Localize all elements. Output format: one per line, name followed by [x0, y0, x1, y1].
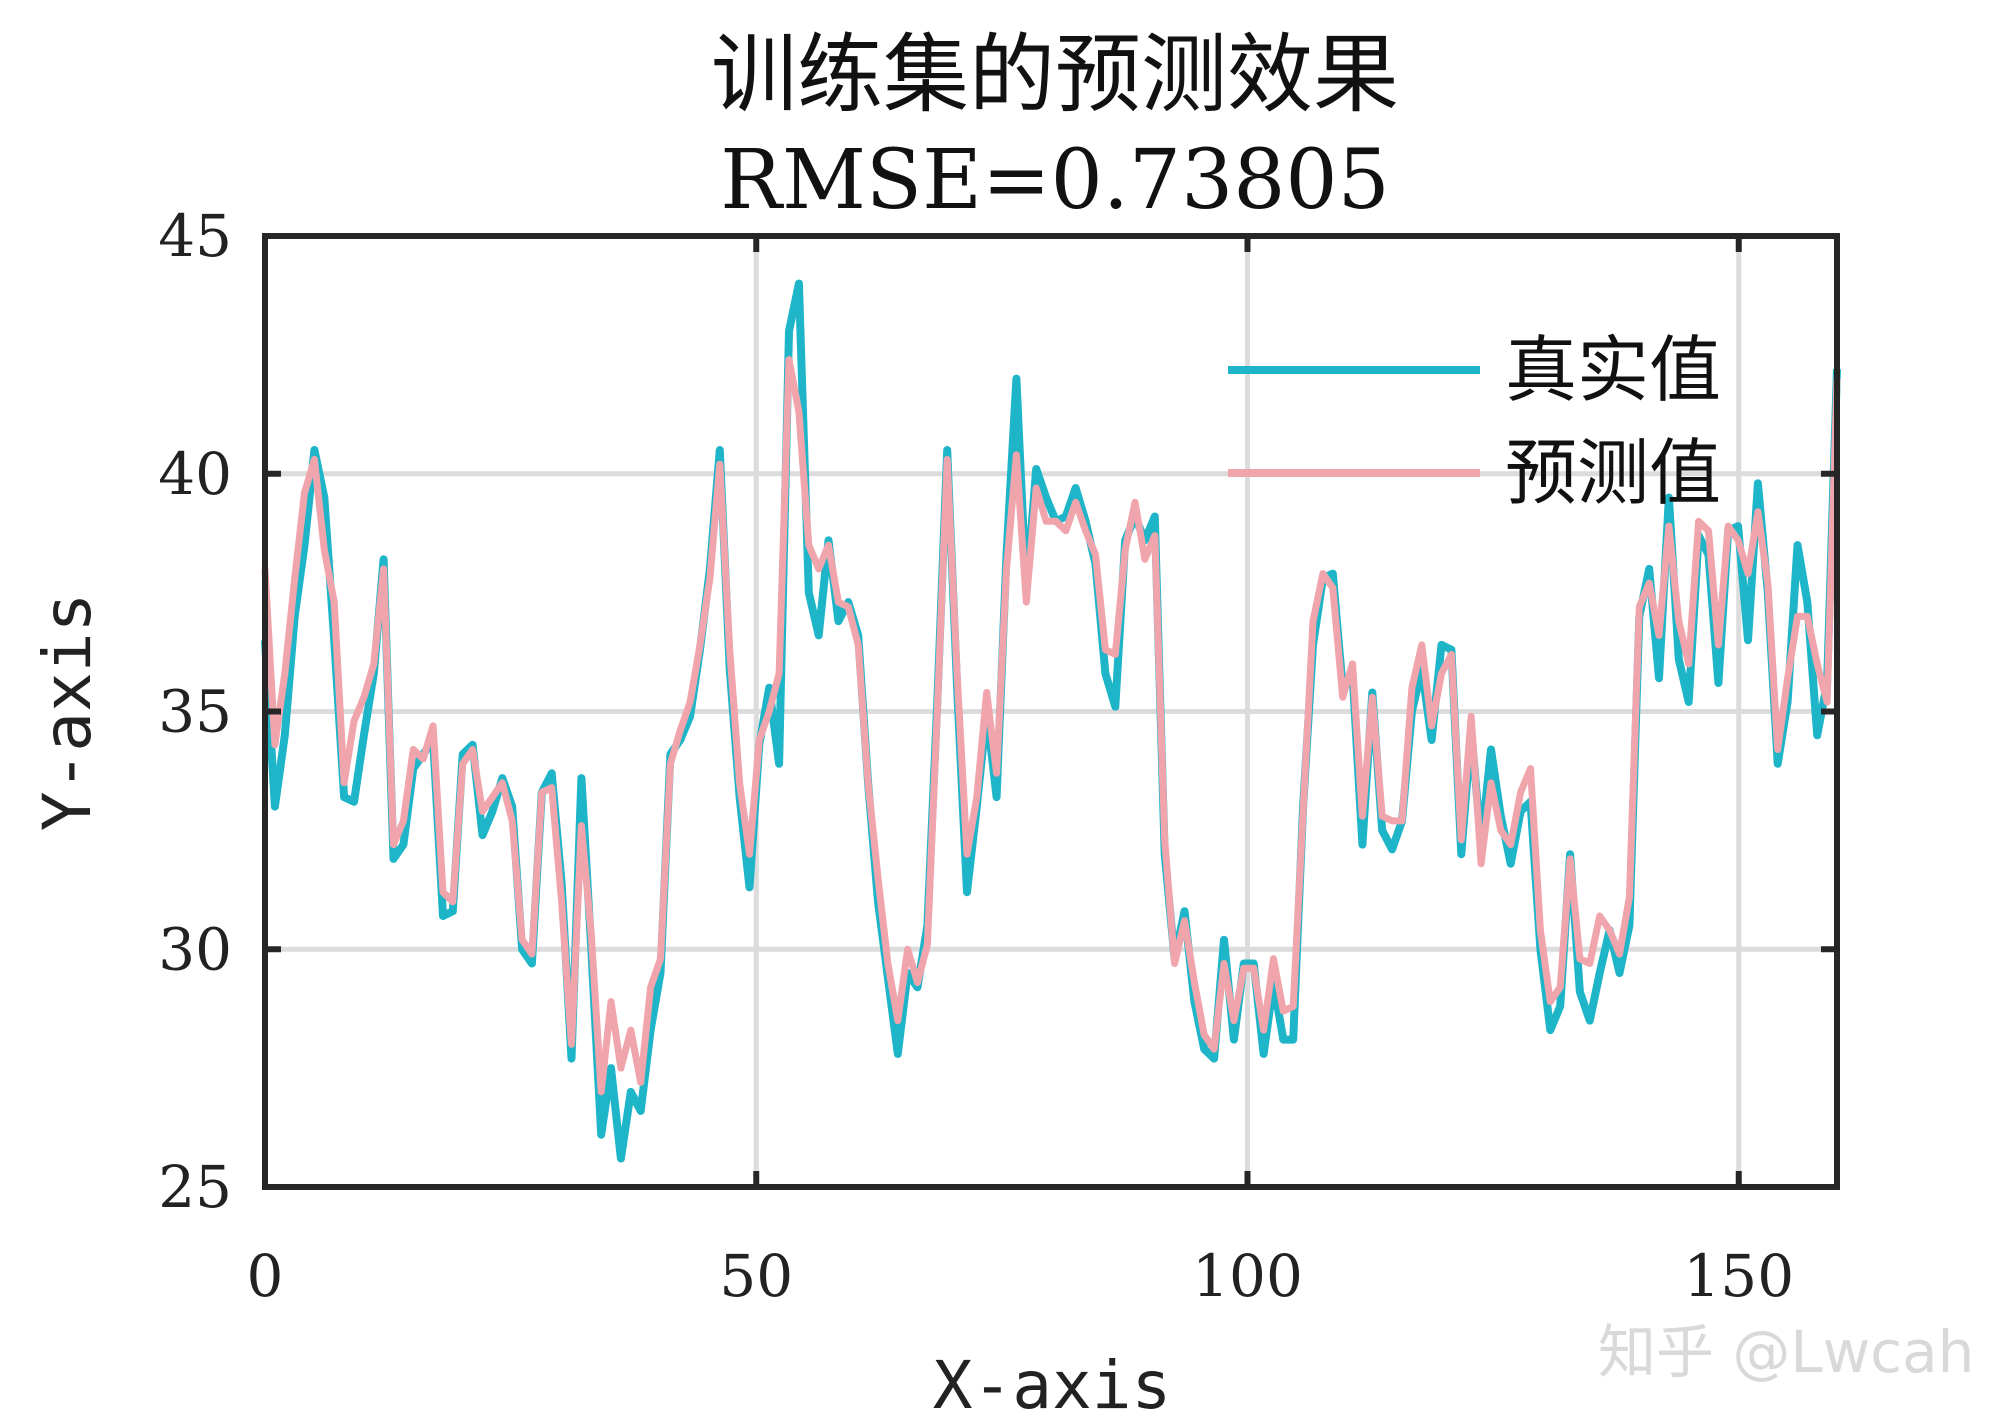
x-tick-label: 100 [1192, 1242, 1303, 1310]
legend-label-actual: 真实值 [1505, 328, 1721, 412]
watermark: 知乎 @Lwcah [1598, 1318, 1974, 1386]
x-tick-label: 0 [247, 1242, 284, 1310]
chart-title: 训练集的预测效果 [711, 25, 1399, 125]
y-axis-label: Y-axis [29, 593, 106, 831]
y-tick-label: 30 [158, 915, 232, 983]
chart-subtitle: RMSE=0.73805 [720, 133, 1390, 228]
y-tick-label: 45 [158, 202, 232, 270]
series-line-actual [261, 279, 1841, 1163]
axis-ticks: 0 50 100 150 25 30 35 40 45 [158, 202, 1837, 1310]
legend-label-predicted: 预测值 [1505, 431, 1721, 515]
x-tick-label: 50 [719, 1242, 793, 1310]
y-tick-label: 25 [158, 1153, 232, 1221]
series-line-predicted [261, 356, 1841, 1096]
y-tick-label: 35 [158, 678, 232, 746]
x-axis-label: X-axis [933, 1347, 1171, 1417]
x-tick-label: 150 [1683, 1242, 1794, 1310]
y-tick-label: 40 [158, 440, 232, 508]
series-lines [261, 279, 1841, 1163]
legend: 真实值 预测值 [1228, 328, 1721, 515]
